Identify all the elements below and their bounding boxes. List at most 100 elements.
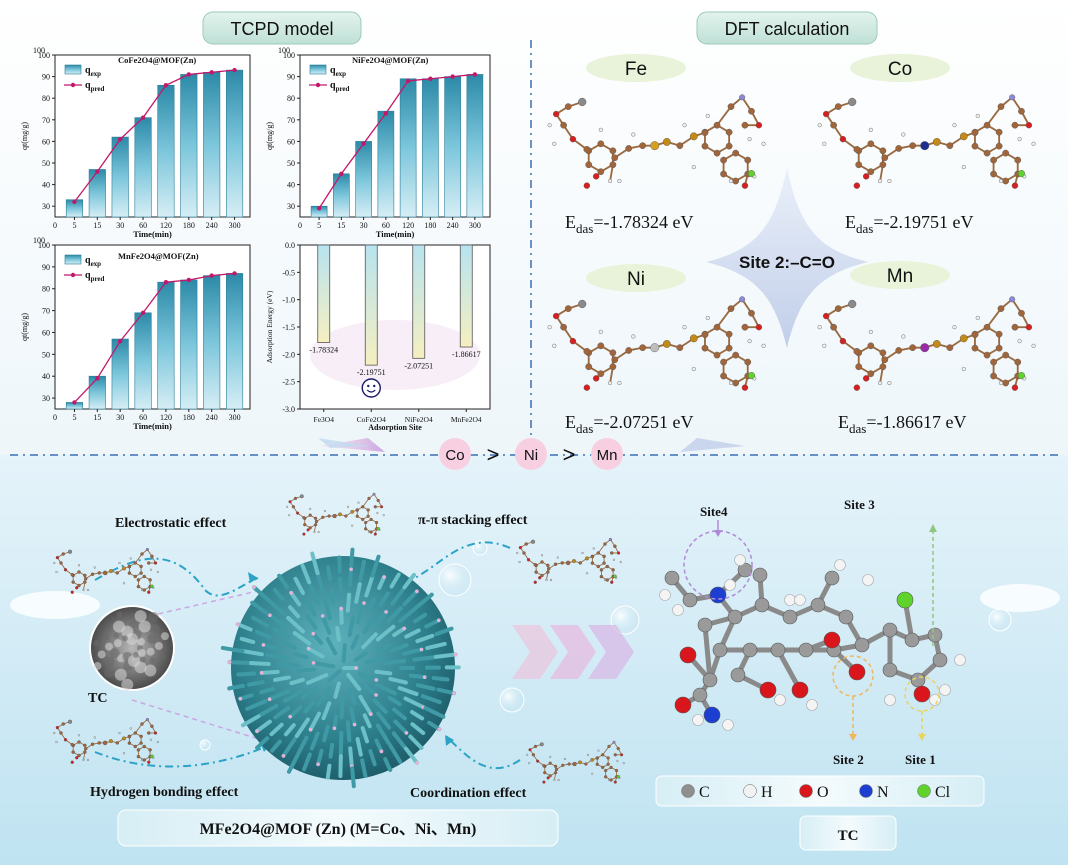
y-tick-label: 50 [287,159,295,168]
rod [296,735,309,756]
site1-circle [904,676,940,712]
rod [393,719,409,735]
rod [227,683,245,691]
rod [296,667,317,673]
atom [560,561,564,565]
atom [1011,384,1019,391]
atom [55,570,58,574]
atom [741,384,749,391]
atom [361,517,365,522]
pred-point [95,376,100,381]
atom [578,561,582,565]
tc-atom [709,586,727,604]
small-molecule [516,537,622,584]
atom [140,552,144,556]
pred-point [361,141,366,146]
rod [288,705,303,719]
rod [277,662,300,668]
rod [300,685,318,700]
y-axis-label: qt(mg/g) [265,122,274,150]
rod-tip [453,652,458,657]
atom [565,560,571,566]
atom [701,344,709,352]
atom [148,578,152,582]
site3-arrowhead [929,524,937,532]
atom [817,325,822,330]
atom [606,762,610,766]
metal-label-bg [586,54,686,82]
atom [613,780,617,784]
atom [546,776,550,780]
rod-tip [374,678,379,682]
atom [75,586,79,590]
tc-atom [810,597,826,613]
pred-point [95,169,100,174]
atom [901,334,906,339]
atom [613,544,617,548]
rod [403,696,426,710]
dft-molecule-fe: Fe Edas=-1.78324 eV [547,54,766,236]
rod [398,606,418,623]
x-tick-label: 240 [447,221,459,230]
rod [374,609,389,627]
pipi-path [387,541,511,582]
rod [273,675,291,682]
atom [616,551,621,555]
atom [302,532,306,536]
atom [554,771,558,775]
rod [376,711,392,730]
order-badge-co [439,438,471,470]
atom [612,740,616,744]
rod [402,589,419,607]
exp-bar [88,375,106,410]
rod [239,636,256,645]
exp-bar [399,78,417,218]
atom [609,778,613,782]
energy-label: Edas=-1.78324 eV [565,212,693,236]
rod-tip [419,647,424,652]
atom [1025,122,1033,129]
atom [895,347,903,354]
x-tick-label: 15 [93,221,101,230]
rod [235,622,253,632]
atom [611,356,619,364]
tc-hydrogen [884,694,896,706]
atom [139,734,143,739]
rod [370,554,381,578]
tc-atom [932,652,948,668]
atom [597,749,600,752]
small-molecule [53,717,159,764]
tc-hydrogen [806,699,818,711]
atom [571,559,576,564]
atom [1002,149,1010,157]
tc-hydrogen [794,594,806,606]
atom [596,551,600,555]
atom [961,366,966,372]
smiley-icon [361,378,381,398]
x-tick-label: 30 [116,221,124,230]
atom [676,142,684,150]
rod [227,660,250,666]
y-tick-label: 50 [42,350,50,359]
rod [238,693,254,701]
energy-sub: das [576,421,593,436]
dft-title-pill [696,11,878,45]
atom [868,329,873,334]
rod [292,631,312,646]
atom [998,380,1004,386]
energy-sub: das [849,421,866,436]
energy-label: Edas=-1.86617 eV [838,412,966,436]
rod [267,613,287,628]
energy-value-label: -1.78324 [309,345,338,354]
y-tick-label: -1.5 [282,323,295,332]
rod [316,685,332,707]
atom [97,741,101,745]
atom [524,542,528,546]
atom [713,351,721,359]
atom [728,178,734,184]
atom [878,178,883,184]
atom [584,762,588,766]
atom [961,164,966,170]
pred-point [163,279,169,285]
exp-bar [180,279,198,410]
